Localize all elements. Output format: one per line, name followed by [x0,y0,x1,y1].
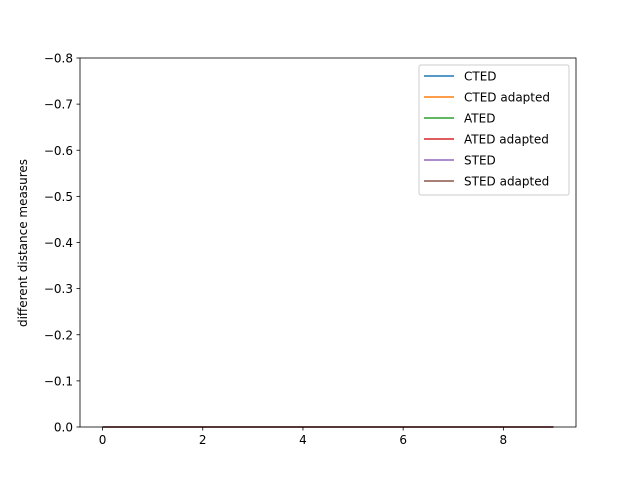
legend-label: ATED adapted [464,133,549,147]
legend: CTED CTED adapted ATED ATED adapted STED STED… [418,64,570,196]
legend-label: ATED [464,112,495,126]
y-tick-label: −0.6 [44,144,73,158]
x-tick-label: 6 [399,433,407,447]
legend-label: STED adapted [464,175,549,189]
x-tick-label: 8 [500,433,508,447]
y-tick-label: −0.5 [44,190,73,204]
legend-label: CTED [464,70,497,84]
x-tick-label: 0 [99,433,107,447]
y-tick-label: −0.3 [44,282,73,296]
y-axis-label: different distance measures [16,159,30,327]
legend-frame [418,64,570,196]
y-tick-label: −0.2 [44,328,73,342]
axes-layer: 0 2 4 6 8 0.0 −0.1 −0.2 −0.3 −0.4 −0.5 −0.6 −0.7 −0.8 [44,52,577,447]
x-tick-label: 4 [299,433,307,447]
legend-label: CTED adapted [464,91,550,105]
x-tick-label: 2 [199,433,207,447]
legend-label: STED [464,154,496,168]
y-tick-label: −0.4 [44,236,73,250]
y-tick-label: −0.1 [44,374,73,388]
y-tick-label: −0.7 [44,98,73,112]
y-tick-label: −0.8 [44,52,73,66]
y-tick-label: 0.0 [54,421,73,435]
